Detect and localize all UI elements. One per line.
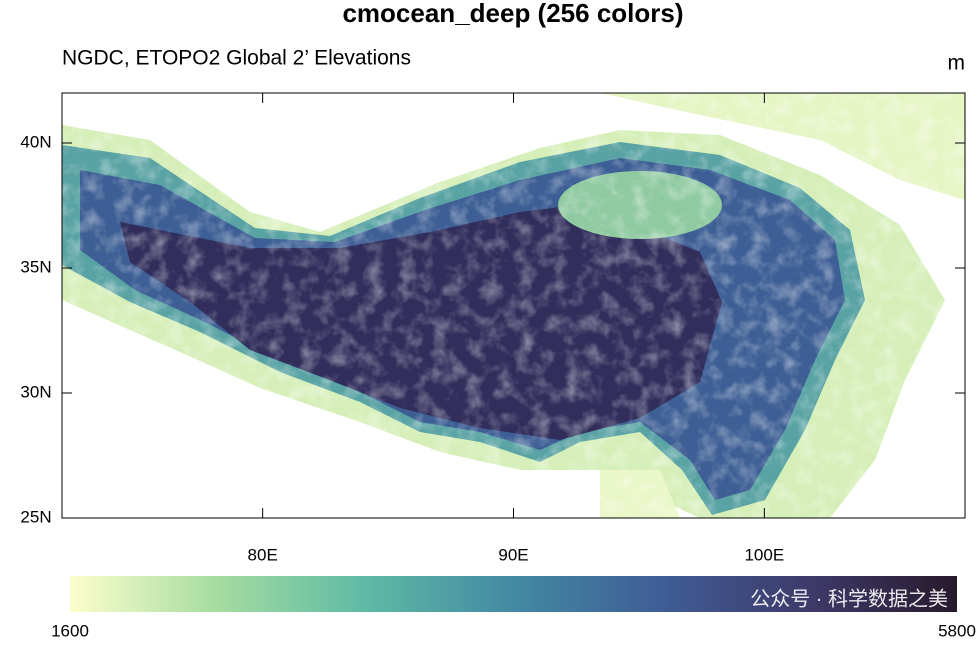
colorbar-min-label: 1600 xyxy=(51,621,89,640)
x-tick-label: 100E xyxy=(744,545,784,564)
y-tick-label: 25N xyxy=(20,507,51,526)
axes: 80E 90E 100E 25N 30N 35N 40N xyxy=(20,93,965,564)
x-tick-label: 90E xyxy=(498,545,528,564)
subtitle: NGDC, ETOPO2 Global 2’ Elevations xyxy=(62,47,411,70)
units: m xyxy=(948,52,966,75)
x-tick-label: 80E xyxy=(248,545,278,564)
colorbar-max-label: 5800 xyxy=(938,621,976,640)
y-tick-label: 35N xyxy=(20,257,51,276)
colorbar xyxy=(70,576,957,612)
y-tick-label: 40N xyxy=(20,132,51,151)
y-tick-label: 30N xyxy=(20,382,51,401)
watermark: 公众号 · 科学数据之美 xyxy=(750,587,948,610)
title: cmocean_deep (256 colors) xyxy=(342,0,683,28)
elevation-field xyxy=(62,93,965,518)
